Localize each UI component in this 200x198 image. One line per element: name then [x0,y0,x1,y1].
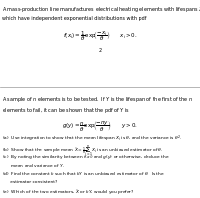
Text: mean and variance of $Y$.: mean and variance of $Y$. [2,162,66,169]
Text: (b)  Show that the sample mean $\bar{X} = \frac{1}{n}\sum_{i=1}^{n} X_i$ is an u: (b) Show that the sample mean $\bar{X} =… [2,143,164,159]
Text: estimator consistent?: estimator consistent? [2,180,58,184]
Text: 2: 2 [98,48,102,52]
Text: (c)  By noting the similarity between $f(x_i)$ and $g(y)$ or otherwise, deduce t: (c) By noting the similarity between $f(… [2,153,170,161]
Text: $g(y) = \dfrac{n}{\theta}\mathrm{exp}\!\left(\dfrac{-ny}{\theta}\right) \qquad y: $g(y) = \dfrac{n}{\theta}\mathrm{exp}\!\… [62,119,138,133]
Text: $f(x_i) = \dfrac{1}{\theta}\mathrm{exp}\!\left(\dfrac{-x_i}{\theta}\right) \qqua: $f(x_i) = \dfrac{1}{\theta}\mathrm{exp}\… [63,30,137,43]
Text: (a)  Use integration to show that the mean lifespan $X_i$ is $\theta$, and the v: (a) Use integration to show that the mea… [2,134,183,144]
Text: A sample of $n$ elements is to be tested.  If $Y$ is the lifespan of the first o: A sample of $n$ elements is to be tested… [2,95,194,104]
Text: A mass-production line manufactures electrical heating elements with lifespans $: A mass-production line manufactures elec… [2,5,200,14]
Text: (e)  Which of the two estimators, $\bar{X}$ or $kY$, would you prefer?: (e) Which of the two estimators, $\bar{X… [2,188,135,197]
Text: which have independent exponential distributions with pdf: which have independent exponential distr… [2,16,147,21]
Text: elements to fail, it can be shown that the pdf of $Y$ is: elements to fail, it can be shown that t… [2,106,130,115]
Text: (d)  Find the constant $k$ such that $kY$ is an unbiased estimator of $\theta$. : (d) Find the constant $k$ such that $kY$… [2,170,165,177]
